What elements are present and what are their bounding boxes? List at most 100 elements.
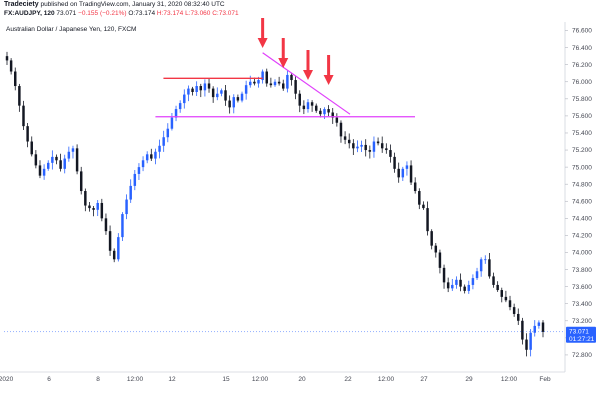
candle-body <box>240 93 244 101</box>
candle-body <box>158 145 161 152</box>
candle-body <box>112 250 116 260</box>
candle-body <box>187 88 190 95</box>
candle-body <box>92 208 95 210</box>
candle-body <box>18 86 21 106</box>
x-tick-label: 12:00 <box>252 376 269 383</box>
candle-body <box>368 150 372 152</box>
candle-body <box>508 300 512 308</box>
candle-body <box>88 205 91 209</box>
candle-body <box>422 204 425 209</box>
candle-body <box>257 80 260 84</box>
candle-body <box>409 165 413 183</box>
candle-body <box>484 259 487 261</box>
candle-body <box>434 245 438 253</box>
y-tick-label: 74.200 <box>572 233 592 240</box>
candle-body <box>442 267 446 283</box>
price-badge-countdown: 01:27:21 <box>569 336 595 343</box>
candle-body <box>455 279 458 285</box>
candle-body <box>451 284 454 289</box>
candle-body <box>273 81 277 86</box>
candle-body <box>236 97 240 101</box>
x-tick-label: 15 <box>222 376 230 383</box>
arrow-marker <box>302 50 313 80</box>
candle-body <box>426 208 429 232</box>
candle-body <box>145 154 149 161</box>
candle-body <box>150 154 153 159</box>
candle-body <box>224 90 227 101</box>
candle-body <box>323 109 326 115</box>
arrow-head <box>278 58 289 68</box>
candle-body <box>38 165 42 176</box>
x-tick-label: 12:00 <box>501 376 518 383</box>
candle-body <box>319 110 322 115</box>
x-tick-label: Feb <box>539 376 551 383</box>
candle-body <box>492 276 495 285</box>
candle-body <box>154 151 157 159</box>
y-tick-label: 76.200 <box>572 62 592 69</box>
x-tick-label: 12 <box>168 376 176 383</box>
candle-body <box>537 322 541 326</box>
candle-body <box>63 158 66 169</box>
candle-body <box>352 143 355 149</box>
candle-body <box>521 320 524 340</box>
candle-body <box>504 296 508 301</box>
price-change: −0.155 (−0.21%) <box>78 10 127 17</box>
candle-body <box>331 112 334 118</box>
candle-body <box>327 109 330 113</box>
candle-body <box>314 105 318 111</box>
symbol-label[interactable]: FX:AUDJPY, 120 <box>4 10 55 17</box>
y-tick-label: 73.600 <box>572 284 592 291</box>
y-tick-label: 72.800 <box>572 352 592 359</box>
chart-header: Tradeciety published on TradingView.com,… <box>0 0 600 22</box>
brand-name: Tradeciety <box>4 1 39 8</box>
candle-body <box>42 168 46 176</box>
y-tick-label: 75.000 <box>572 164 592 171</box>
candle-body <box>512 307 516 314</box>
y-tick-label: 75.600 <box>572 113 592 120</box>
candle-body <box>310 102 314 106</box>
candle-body <box>46 162 50 169</box>
candle-body <box>30 141 33 155</box>
candle-body <box>162 137 165 146</box>
candle-body <box>364 144 367 151</box>
close-value: C:73.071 <box>212 10 239 17</box>
candle-body <box>96 202 99 210</box>
candle-body <box>220 90 223 94</box>
candle-body <box>166 128 170 138</box>
candle-body <box>463 286 466 291</box>
candle-body <box>14 71 17 87</box>
candle-body <box>475 271 479 279</box>
candle-body <box>203 83 207 91</box>
candle-body <box>261 71 264 81</box>
candle-body <box>306 102 310 110</box>
candle-body <box>290 74 293 81</box>
candle-body <box>294 80 297 94</box>
x-tick-label: 6 <box>47 376 51 383</box>
candle-body <box>211 88 215 98</box>
y-tick-label: 74.800 <box>572 181 592 188</box>
candle-body <box>401 168 405 178</box>
candle-body <box>84 191 87 206</box>
candle-body <box>121 214 124 238</box>
x-tick-label: 22 <box>344 376 352 383</box>
descending-trendline[interactable] <box>262 52 351 115</box>
x-tick-label: 12:00 <box>127 376 144 383</box>
y-tick-label: 74.600 <box>572 198 592 205</box>
y-tick-label: 74.000 <box>572 250 592 257</box>
candle-body <box>178 103 182 110</box>
y-tick-label: 73.800 <box>572 267 592 274</box>
y-tick-label: 76.600 <box>572 28 592 35</box>
candle-body <box>467 284 471 291</box>
candle-body <box>75 148 79 172</box>
candle-body <box>191 88 194 92</box>
arrow-head <box>257 38 268 48</box>
candle-body <box>269 83 273 86</box>
candle-body <box>541 322 545 332</box>
candle-body <box>302 105 306 110</box>
arrow-marker <box>257 18 268 48</box>
candle-body <box>104 218 108 232</box>
y-tick-label: 76.400 <box>572 45 592 52</box>
candle-body <box>277 81 281 84</box>
x-tick-label: 8 <box>96 376 100 383</box>
